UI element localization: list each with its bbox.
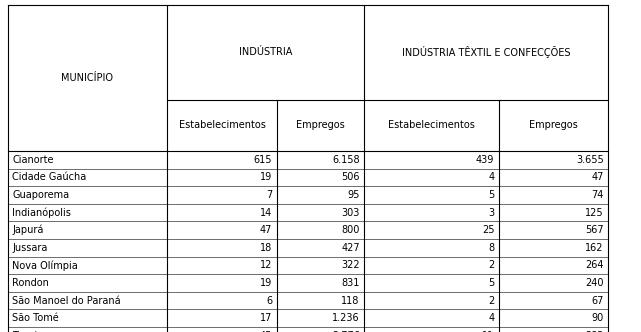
Text: 45: 45 <box>260 331 272 332</box>
Text: 567: 567 <box>585 225 604 235</box>
Text: 264: 264 <box>585 260 604 271</box>
Text: Guaporema: Guaporema <box>12 190 69 200</box>
Text: Tapejara: Tapejara <box>12 331 53 332</box>
Text: Rondon: Rondon <box>12 278 49 288</box>
Text: 125: 125 <box>585 208 604 218</box>
Text: 19: 19 <box>260 278 272 288</box>
Text: Nova Olímpia: Nova Olímpia <box>12 260 78 271</box>
Text: 2: 2 <box>488 260 494 271</box>
Text: 47: 47 <box>260 225 272 235</box>
Text: 47: 47 <box>592 172 604 183</box>
Text: 2: 2 <box>488 295 494 306</box>
Text: Empregos: Empregos <box>529 120 578 130</box>
Text: 831: 831 <box>342 278 360 288</box>
Text: 615: 615 <box>254 155 272 165</box>
Text: Japurá: Japurá <box>12 225 44 235</box>
Text: 8: 8 <box>488 243 494 253</box>
Text: 162: 162 <box>585 243 604 253</box>
Text: São Tomé: São Tomé <box>12 313 59 323</box>
Text: São Manoel do Paraná: São Manoel do Paraná <box>12 295 121 306</box>
Text: INDÚSTRIA TÊXTIL E CONFECÇÕES: INDÚSTRIA TÊXTIL E CONFECÇÕES <box>402 46 570 58</box>
Text: 25: 25 <box>482 225 494 235</box>
Text: 74: 74 <box>592 190 604 200</box>
Text: 6.158: 6.158 <box>332 155 360 165</box>
Text: 12: 12 <box>260 260 272 271</box>
Text: 303: 303 <box>342 208 360 218</box>
Text: Cidade Gaúcha: Cidade Gaúcha <box>12 172 87 183</box>
Text: 95: 95 <box>347 190 360 200</box>
Text: 7: 7 <box>266 190 272 200</box>
Text: 19: 19 <box>260 172 272 183</box>
Text: 11: 11 <box>482 331 494 332</box>
Text: Cianorte: Cianorte <box>12 155 54 165</box>
Text: Empregos: Empregos <box>296 120 345 130</box>
Text: Estabelecimentos: Estabelecimentos <box>388 120 475 130</box>
Text: 439: 439 <box>476 155 494 165</box>
Text: 2.776: 2.776 <box>332 331 360 332</box>
Text: 3.655: 3.655 <box>576 155 604 165</box>
Text: 67: 67 <box>592 295 604 306</box>
Text: 4: 4 <box>488 172 494 183</box>
Text: 5: 5 <box>488 278 494 288</box>
Text: Jussara: Jussara <box>12 243 47 253</box>
Text: 506: 506 <box>341 172 360 183</box>
Text: 118: 118 <box>342 295 360 306</box>
Text: 800: 800 <box>342 225 360 235</box>
Text: 1.236: 1.236 <box>332 313 360 323</box>
Text: 240: 240 <box>585 278 604 288</box>
Text: Estabelecimentos: Estabelecimentos <box>179 120 265 130</box>
Text: Indianópolis: Indianópolis <box>12 208 71 218</box>
Text: 14: 14 <box>260 208 272 218</box>
Text: 6: 6 <box>266 295 272 306</box>
Text: 3: 3 <box>488 208 494 218</box>
Text: 427: 427 <box>341 243 360 253</box>
Text: 18: 18 <box>260 243 272 253</box>
Text: 383: 383 <box>585 331 604 332</box>
Text: 4: 4 <box>488 313 494 323</box>
Text: 90: 90 <box>592 313 604 323</box>
Text: INDÚSTRIA: INDÚSTRIA <box>239 47 292 57</box>
Text: 17: 17 <box>260 313 272 323</box>
Text: MUNICÍPIO: MUNICÍPIO <box>62 73 113 83</box>
Text: 5: 5 <box>488 190 494 200</box>
Text: 322: 322 <box>341 260 360 271</box>
